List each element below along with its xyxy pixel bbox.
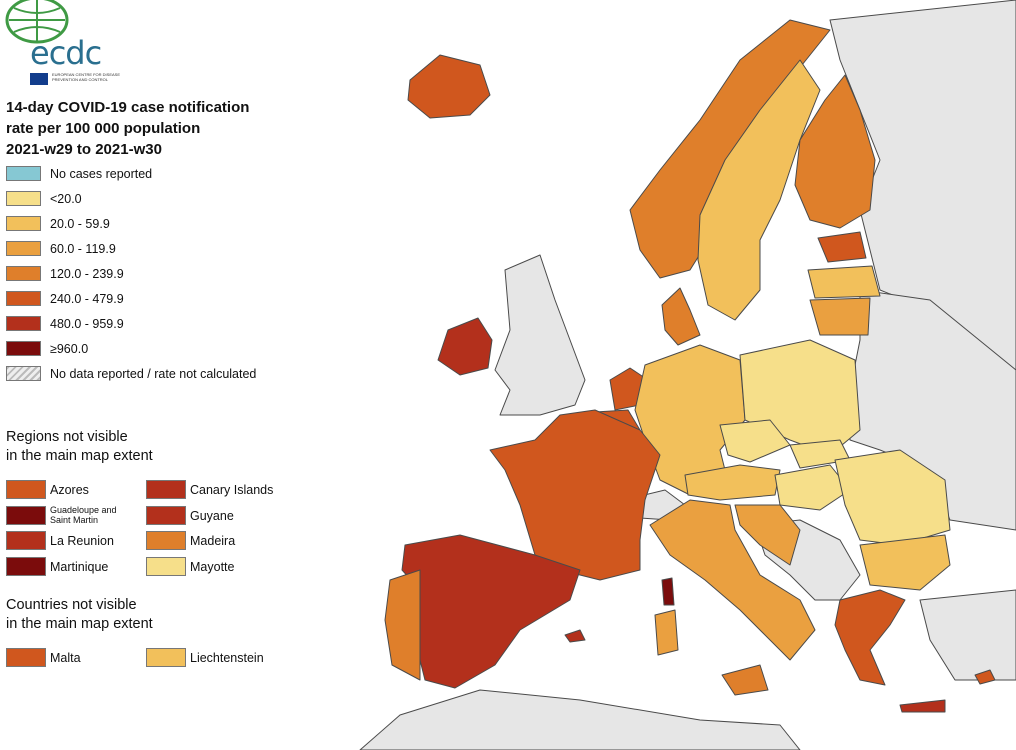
greece-shape xyxy=(834,589,906,686)
region-label: Madeira xyxy=(190,534,236,548)
legend-swatch xyxy=(6,341,41,356)
region-label: Guyane xyxy=(190,509,234,523)
title-line-1: 14-day COVID-19 case notification xyxy=(6,99,250,116)
turkey-land xyxy=(919,589,1016,681)
sardinia-shape xyxy=(654,609,679,656)
hungary-shape xyxy=(774,464,851,511)
region-item: Azores xyxy=(6,480,206,502)
legend-label: <20.0 xyxy=(50,192,82,206)
legend-label: 480.0 - 959.9 xyxy=(50,317,124,331)
region-swatch xyxy=(6,531,46,550)
region-swatch xyxy=(146,531,186,550)
region-label: Canary Islands xyxy=(190,483,274,497)
balearic-shape xyxy=(564,629,586,643)
legend-swatch xyxy=(6,266,41,281)
legend-label: No cases reported xyxy=(50,167,153,181)
corsica-shape xyxy=(661,577,675,606)
logo-text: ecdc xyxy=(30,34,102,72)
regions-heading-line-2: in the main map extent xyxy=(6,448,153,464)
legend-swatch xyxy=(6,241,41,256)
country-item: Malta xyxy=(6,648,206,670)
country-label: Malta xyxy=(50,651,81,665)
region-label: Martinique xyxy=(50,560,109,574)
estonia-shape xyxy=(817,231,867,263)
region-item: Canary Islands xyxy=(146,480,346,502)
country-swatch xyxy=(146,648,186,667)
region-swatch xyxy=(6,557,46,576)
finland-shape xyxy=(794,74,876,229)
legend-swatch xyxy=(6,316,41,331)
countries-heading-line-2: in the main map extent xyxy=(6,616,153,632)
iceland-shape xyxy=(407,54,491,119)
uk-land xyxy=(494,254,586,416)
countries-heading-line-1: Countries not visible xyxy=(6,597,137,613)
legend-label: 60.0 - 119.9 xyxy=(50,242,116,256)
lithuania-shape xyxy=(809,297,871,336)
legend-swatch xyxy=(6,191,41,206)
region-item: La Reunion xyxy=(6,531,206,553)
france-shape xyxy=(489,409,661,581)
bulgaria-shape xyxy=(859,534,951,591)
legend-label: 20.0 - 59.9 xyxy=(50,217,110,231)
region-swatch xyxy=(6,480,46,499)
legend-swatch xyxy=(6,166,41,181)
region-item: Guadeloupe and Saint Martin xyxy=(6,505,206,528)
region-swatch xyxy=(146,557,186,576)
title-line-3: 2021-w29 to 2021-w30 xyxy=(6,141,162,158)
regions-heading: Regions not visible in the main map exte… xyxy=(6,428,153,466)
latvia-shape xyxy=(807,265,881,299)
slovenia-croatia-shape xyxy=(734,504,801,566)
legend-label: 240.0 - 479.9 xyxy=(50,292,124,306)
region-swatch xyxy=(146,506,186,525)
region-item: Guyane xyxy=(146,506,346,528)
country-label: Liechtenstein xyxy=(190,651,264,665)
region-label: La Reunion xyxy=(50,534,114,548)
austria-shape xyxy=(684,464,781,501)
legend-label: No data reported / rate not calculated xyxy=(50,367,257,381)
legend-item: No cases reported xyxy=(6,165,306,183)
region-item: Madeira xyxy=(146,531,346,553)
ireland-shape xyxy=(437,317,493,376)
legend-item: 240.0 - 479.9 xyxy=(6,290,306,308)
eu-flag-icon xyxy=(30,73,48,85)
region-item: Mayotte xyxy=(146,557,346,579)
legend-item: No data reported / rate not calculated xyxy=(6,365,306,383)
logo-subtitle: EUROPEAN CENTRE FOR DISEASE PREVENTION A… xyxy=(52,72,121,82)
denmark-shape xyxy=(661,287,701,346)
country-item: Liechtenstein xyxy=(146,648,346,670)
map-title: 14-day COVID-19 case notification rate p… xyxy=(6,97,249,160)
region-swatch xyxy=(6,506,46,525)
ecdc-logo: ecdc EUROPEAN CENTRE FOR DISEASE PREVENT… xyxy=(4,0,124,92)
legend-swatch xyxy=(6,291,41,306)
czechia-shape xyxy=(719,419,791,463)
portugal-shape xyxy=(384,569,421,681)
crete-shape xyxy=(899,699,946,713)
legend-item: <20.0 xyxy=(6,190,306,208)
legend-item: 20.0 - 59.9 xyxy=(6,215,306,233)
legend-swatch xyxy=(6,216,41,231)
legend-item: ≥960.0 xyxy=(6,340,306,358)
title-line-2: rate per 100 000 population xyxy=(6,120,201,137)
legend-label: 120.0 - 239.9 xyxy=(50,267,124,281)
legend-item: 480.0 - 959.9 xyxy=(6,315,306,333)
legend-label: ≥960.0 xyxy=(50,342,89,356)
italy-shape xyxy=(649,499,816,661)
countries-heading: Countries not visible in the main map ex… xyxy=(6,596,153,634)
region-label: Guadeloupe and Saint Martin xyxy=(50,505,117,525)
region-swatch xyxy=(146,480,186,499)
country-swatch xyxy=(6,648,46,667)
legend-swatch-hatched xyxy=(6,366,41,381)
sicily-shape xyxy=(721,664,769,696)
sweden-shape xyxy=(697,59,821,321)
globe-icon xyxy=(5,0,69,44)
legend-item: 120.0 - 239.9 xyxy=(6,265,306,283)
cyprus-shape xyxy=(974,669,996,685)
region-label: Azores xyxy=(50,483,89,497)
region-label: Mayotte xyxy=(190,560,235,574)
legend-item: 60.0 - 119.9 xyxy=(6,240,306,258)
africa-land xyxy=(359,689,801,750)
region-item: Martinique xyxy=(6,557,206,579)
regions-heading-line-1: Regions not visible xyxy=(6,429,128,445)
